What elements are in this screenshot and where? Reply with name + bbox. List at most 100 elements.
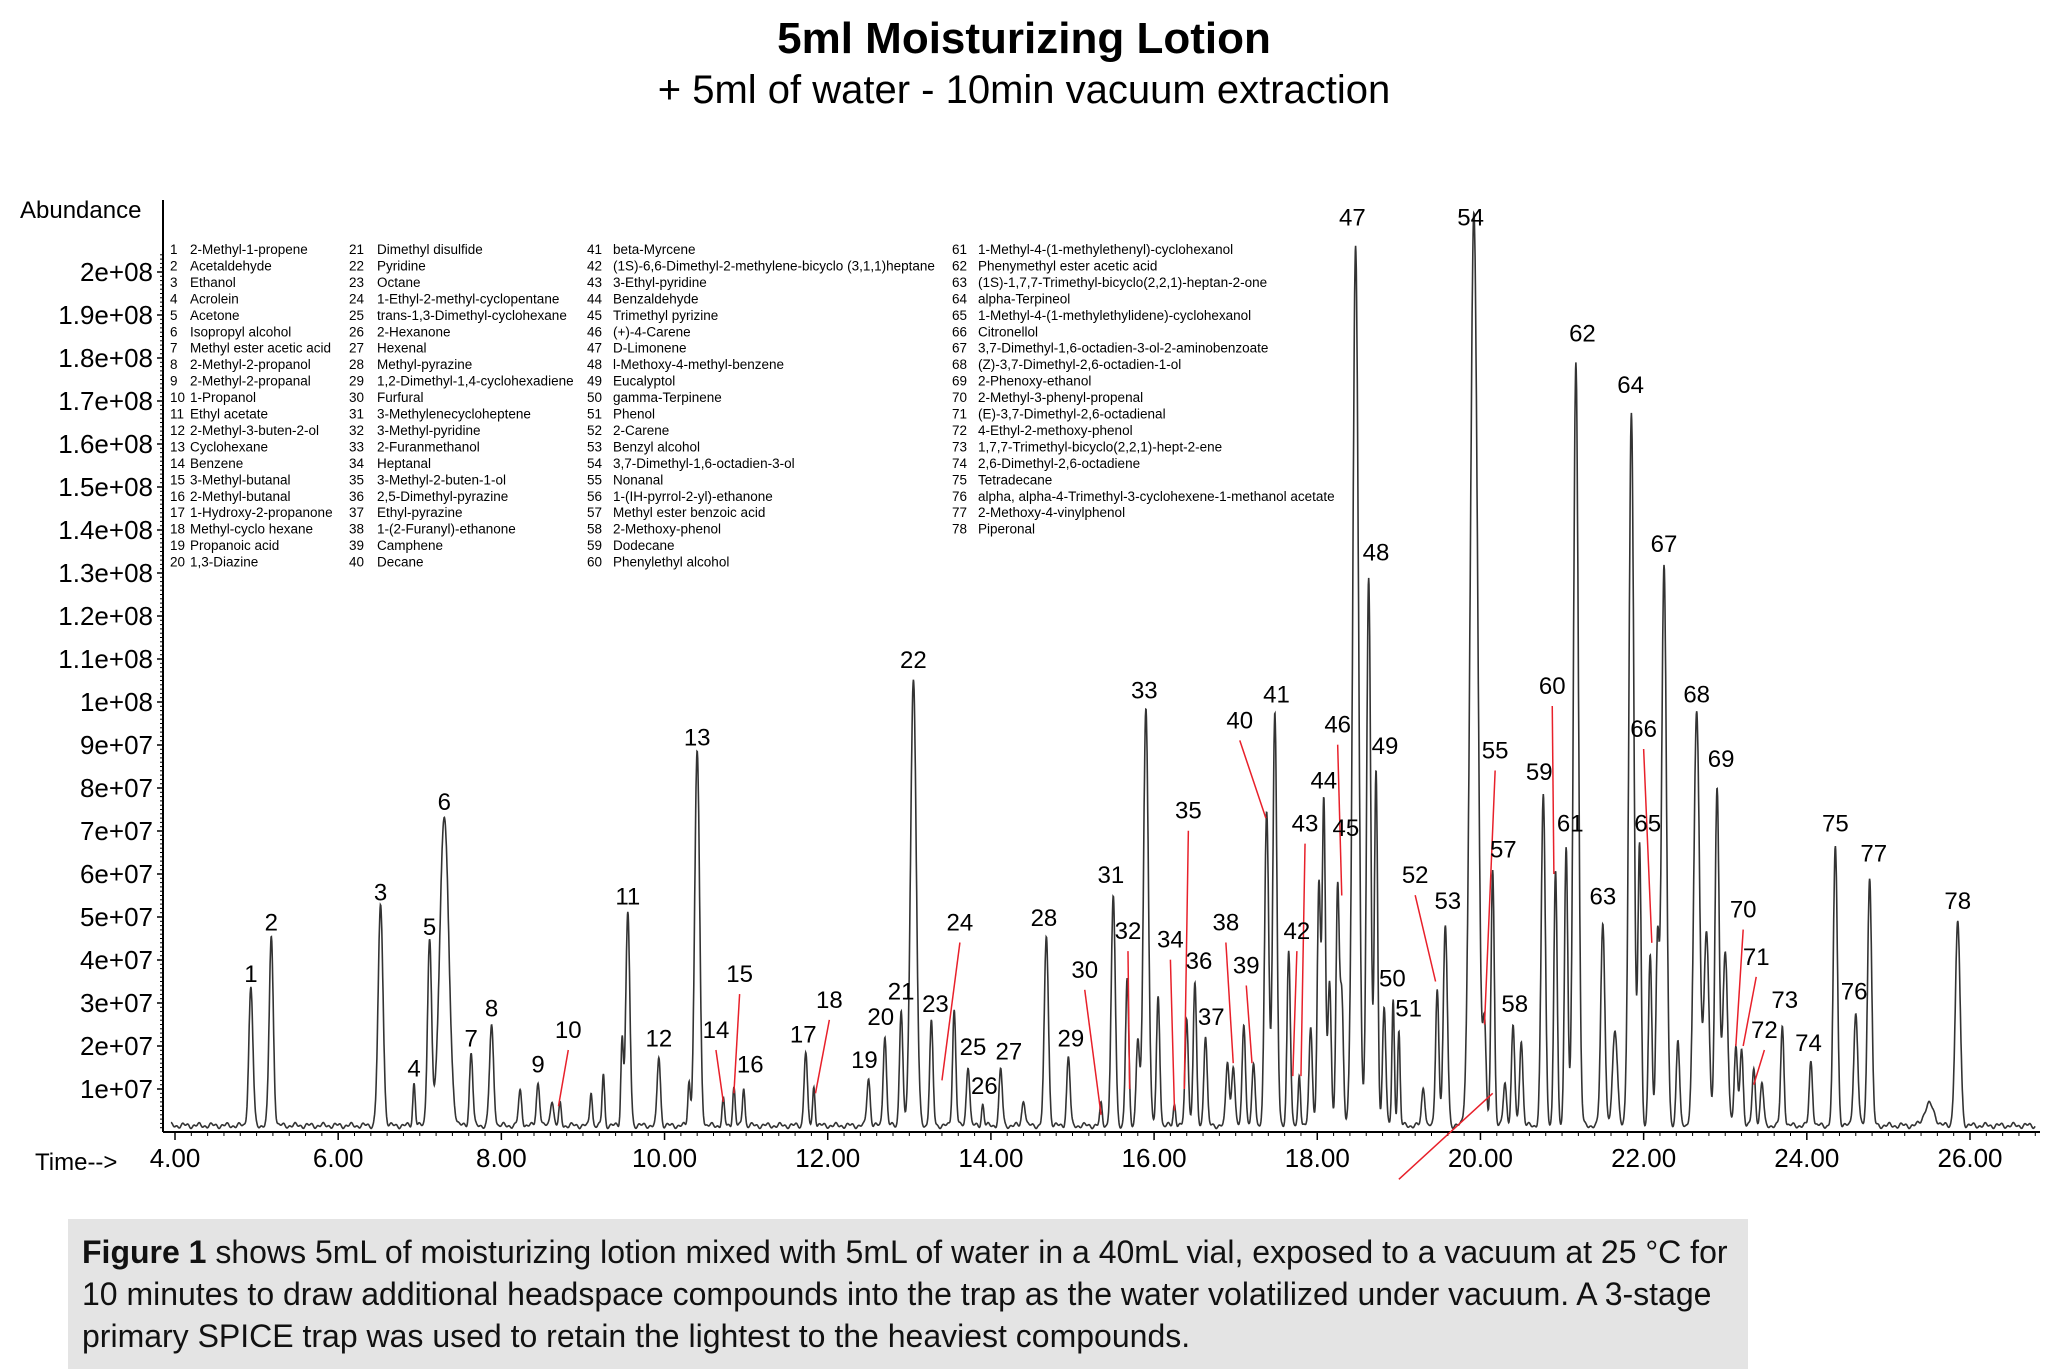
legend-number: 42 xyxy=(587,258,602,273)
legend-number: 28 xyxy=(349,357,364,372)
y-axis-label: Abundance xyxy=(20,197,141,224)
legend-number: 50 xyxy=(587,390,602,405)
peak-label: 21 xyxy=(888,978,915,1005)
leader-line xyxy=(1183,830,1190,1090)
legend-compound: 1,3-Diazine xyxy=(190,555,258,570)
leader-line xyxy=(1225,942,1234,1064)
leader-line xyxy=(1245,985,1253,1064)
peak-label: 65 xyxy=(1634,811,1661,838)
peak-label: 73 xyxy=(1771,987,1798,1014)
peak-label: 29 xyxy=(1058,1026,1085,1053)
legend-number: 16 xyxy=(170,489,185,504)
peak-label: 44 xyxy=(1310,768,1337,795)
legend-number: 62 xyxy=(952,258,967,273)
x-tick-label: 4.00 xyxy=(150,1143,201,1173)
y-tick-label: 1.3e+08 xyxy=(58,558,153,588)
legend-number: 64 xyxy=(952,291,968,306)
legend-number: 34 xyxy=(349,456,365,471)
legend-compound: Dodecane xyxy=(613,538,675,553)
legend-compound: Methyl ester benzoic acid xyxy=(613,505,765,520)
legend-number: 17 xyxy=(170,505,185,520)
legend-number: 61 xyxy=(952,242,967,257)
leader-line xyxy=(1083,989,1102,1115)
legend-compound: 2-Methyl-3-buten-2-ol xyxy=(190,423,319,438)
legend-compound: Dimethyl disulfide xyxy=(377,242,483,257)
legend-number: 1 xyxy=(170,242,178,257)
leader-line xyxy=(1551,705,1555,875)
legend-number: 40 xyxy=(349,555,364,570)
legend-compound: 3-Methyl-butanal xyxy=(190,472,291,487)
peak-label: 48 xyxy=(1363,540,1390,567)
legend-compound: 3-Methyl-pyridine xyxy=(377,423,481,438)
legend-number: 5 xyxy=(170,308,178,323)
legend-number: 51 xyxy=(587,407,602,422)
legend-compound: Propanoic acid xyxy=(190,538,279,553)
peak-label: 54 xyxy=(1457,204,1484,231)
peak-label: 38 xyxy=(1213,910,1240,937)
legend-number: 14 xyxy=(170,456,186,471)
legend-compound: Camphene xyxy=(377,538,443,553)
legend-number: 73 xyxy=(952,439,967,454)
legend-number: 22 xyxy=(349,258,364,273)
legend-compound: 1-Methyl-4-(1-methylethylidene)-cyclohex… xyxy=(978,308,1251,323)
peak-label: 77 xyxy=(1860,841,1887,868)
legend-compound: Ethyl acetate xyxy=(190,407,268,422)
legend-number: 3 xyxy=(170,275,178,290)
x-tick-label: 24.00 xyxy=(1774,1143,1839,1173)
legend-number: 13 xyxy=(170,439,185,454)
peak-label: 52 xyxy=(1402,862,1429,889)
leader-line xyxy=(1169,959,1176,1111)
peak-label: 67 xyxy=(1651,531,1678,558)
peak-label: 15 xyxy=(726,961,753,988)
peak-label: 40 xyxy=(1226,707,1253,734)
legend-number: 52 xyxy=(587,423,602,438)
legend-number: 48 xyxy=(587,357,602,372)
peak-label: 61 xyxy=(1557,811,1584,838)
legend-number: 33 xyxy=(349,439,364,454)
peak-label: 7 xyxy=(464,1026,477,1053)
legend-number: 12 xyxy=(170,423,185,438)
legend-number: 10 xyxy=(170,390,185,405)
legend-number: 57 xyxy=(587,505,602,520)
peak-label: 74 xyxy=(1795,1030,1822,1057)
legend-number: 58 xyxy=(587,522,602,537)
legend-number: 39 xyxy=(349,538,364,553)
legend-compound: 1-Propanol xyxy=(190,390,256,405)
legend-compound: 1-(IH-pyrrol-2-yl)-ethanone xyxy=(613,489,773,504)
legend-number: 70 xyxy=(952,390,967,405)
legend-compound: beta-Myrcene xyxy=(613,242,696,257)
legend-compound: Benzyl alcohol xyxy=(613,439,700,454)
legend-compound: 1,2-Dimethyl-1,4-cyclohexadiene xyxy=(377,374,574,389)
y-tick-label: 9e+07 xyxy=(80,730,153,760)
leader-line xyxy=(1642,748,1653,943)
leader-line xyxy=(1414,895,1437,982)
legend-number: 21 xyxy=(349,242,364,257)
legend-number: 78 xyxy=(952,522,967,537)
x-tick-label: 12.00 xyxy=(795,1143,860,1173)
legend-compound: Ethyl-pyrazine xyxy=(377,505,463,520)
peak-label: 59 xyxy=(1526,759,1553,786)
legend-number: 7 xyxy=(170,341,178,356)
peak-label: 75 xyxy=(1822,811,1849,838)
legend-compound: Acetone xyxy=(190,308,240,323)
leader-line xyxy=(1483,770,1496,1025)
peak-label: 60 xyxy=(1539,673,1566,700)
legend-compound: Eucalyptol xyxy=(613,374,675,389)
legend-compound: Tetradecane xyxy=(978,472,1052,487)
legend-number: 29 xyxy=(349,374,364,389)
legend-compound: Phenylethyl alcohol xyxy=(613,555,729,570)
legend-compound: 2-Methyl-2-propanol xyxy=(190,357,311,372)
chromatogram-trace xyxy=(170,210,2036,1130)
y-tick-label: 1.8e+08 xyxy=(58,343,153,373)
y-tick-label: 2e+07 xyxy=(80,1031,153,1061)
leader-line xyxy=(814,1019,831,1094)
legend-number: 24 xyxy=(349,291,365,306)
legend-compound: Hexenal xyxy=(377,341,427,356)
x-tick-label: 6.00 xyxy=(313,1143,364,1173)
peak-label: 17 xyxy=(790,1021,817,1048)
legend-compound: 2-Carene xyxy=(613,423,669,438)
legend-compound: Methyl-cyclo hexane xyxy=(190,522,313,537)
legend-compound: Citronellol xyxy=(978,324,1038,339)
legend-number: 32 xyxy=(349,423,364,438)
legend-number: 15 xyxy=(170,472,185,487)
